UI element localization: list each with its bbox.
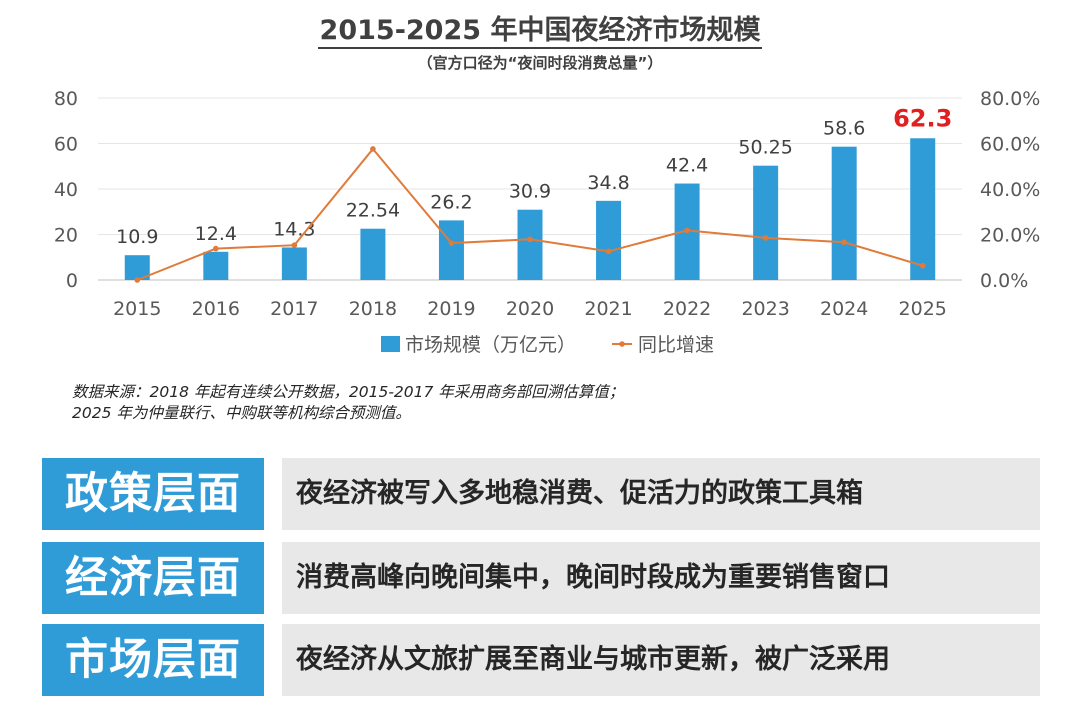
bar-data-label: 22.54 [346, 200, 400, 222]
bar [910, 138, 936, 280]
y-right-tick-label: 20.0% [980, 225, 1040, 247]
bar-data-label: 42.4 [666, 155, 708, 177]
bar [831, 146, 857, 280]
growth-point [762, 235, 769, 241]
legend-bar-swatch [381, 336, 400, 352]
y-right-tick-label: 80.0% [980, 88, 1040, 110]
market-row: 市场层面 夜经济从文旅扩展至商业与城市更新，被广泛采用 [42, 624, 1040, 696]
x-tick-label: 2015 [113, 298, 161, 320]
market-size-chart: 0 20 40 60 80 0.0% 20.0% 40.0% 60.0% 80.0% 10.9 201… [54, 88, 1041, 356]
policy-description: 夜经济被写入多地稳消费、促活力的政策工具箱 [282, 458, 1040, 530]
y-right-tick-label: 40.0% [980, 179, 1040, 201]
policy-row: 政策层面 夜经济被写入多地稳消费、促活力的政策工具箱 [42, 458, 1040, 530]
x-tick-label: 2016 [192, 298, 240, 320]
x-tick-label: 2025 [899, 298, 947, 320]
growth-point [684, 227, 690, 234]
bar-data-label: 58.6 [823, 118, 865, 140]
growth-point [291, 242, 298, 248]
y-left-tick-label: 40 [54, 179, 78, 201]
bar [281, 247, 307, 280]
bar-data-label: 62.3 [893, 104, 952, 132]
bar-data-label: 30.9 [509, 181, 551, 203]
x-tick-label: 2018 [349, 298, 397, 320]
growth-point [841, 239, 847, 246]
growth-point [213, 245, 219, 252]
y-left-tick-label: 0 [66, 270, 78, 292]
bar-data-label: 34.8 [587, 172, 629, 194]
economy-row: 经济层面 消费高峰向晚间集中，晚间时段成为重要销售窗口 [42, 542, 1040, 614]
legend-bar-label: 市场规模（万亿元） [405, 334, 576, 356]
bar [203, 251, 229, 280]
chart-subtitle: （官方口径为“夜间时段消费总量”） [417, 54, 663, 72]
note-line-2: 2025 年为仲量联行、中购联等机构综合预测值。 [72, 404, 411, 422]
market-description: 夜经济从文旅扩展至商业与城市更新，被广泛采用 [282, 624, 1040, 696]
chart-title: 2015-2025 年中国夜经济市场规模 [317, 15, 763, 49]
x-tick-label: 2022 [663, 298, 711, 320]
x-tick-label: 2019 [427, 298, 475, 320]
growth-point [919, 262, 926, 269]
bar-data-label: 10.9 [116, 226, 158, 248]
x-tick-label: 2021 [584, 298, 632, 320]
legend-line-marker [619, 341, 625, 347]
x-tick-label: 2023 [741, 298, 789, 320]
growth-point [134, 277, 141, 283]
growth-point [448, 240, 455, 246]
economy-heading: 经济层面 [42, 542, 264, 614]
y-left-tick-label: 80 [54, 88, 78, 110]
y-right-tick-label: 60.0% [980, 134, 1040, 156]
growth-point [370, 146, 376, 152]
bar [360, 228, 386, 280]
note-line-1: 数据来源：2018 年起有连续公开数据，2015-2017 年采用商务部回溯估算… [72, 383, 625, 401]
legend-line-label: 同比增速 [638, 334, 714, 356]
data-source-note: 数据来源：2018 年起有连续公开数据，2015-2017 年采用商务部回溯估算… [72, 382, 624, 424]
bar [596, 200, 622, 280]
x-tick-label: 2024 [820, 298, 868, 320]
x-tick-label: 2017 [270, 298, 318, 320]
growth-point [527, 236, 533, 243]
growth-point [605, 248, 612, 255]
x-tick-label: 2020 [506, 298, 554, 320]
market-heading: 市场层面 [42, 624, 264, 696]
bar [753, 165, 779, 280]
y-left-tick-label: 20 [54, 225, 78, 247]
economy-description: 消费高峰向晚间集中，晚间时段成为重要销售窗口 [282, 542, 1040, 614]
y-right-tick-label: 0.0% [980, 270, 1028, 292]
bar-data-label: 50.25 [738, 137, 792, 159]
bar-data-label: 12.4 [195, 223, 237, 245]
bar-data-label: 26.2 [430, 191, 472, 213]
policy-heading: 政策层面 [42, 458, 264, 530]
page-title: 2015-2025 年中国夜经济市场规模 [0, 8, 1080, 49]
bar [438, 220, 464, 280]
bar-data-label: 14.3 [273, 218, 315, 240]
y-left-tick-label: 60 [54, 134, 78, 156]
bar [517, 209, 543, 280]
